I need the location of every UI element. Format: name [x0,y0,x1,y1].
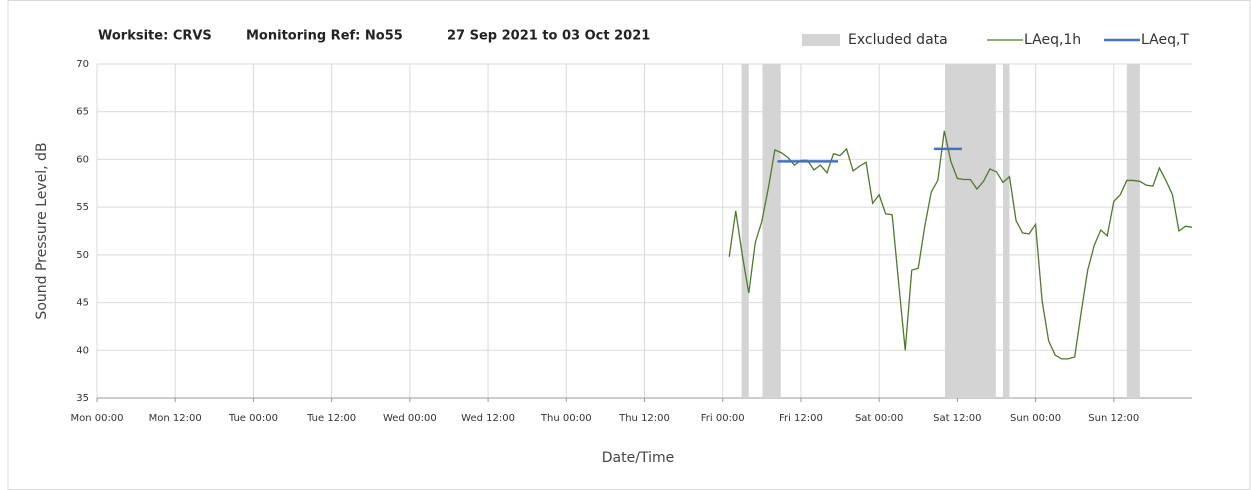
y-tick-label: 70 [76,59,89,70]
y-tick-label: 55 [76,202,89,213]
x-tick-label: Wed 00:00 [383,413,437,424]
x-tick-label: Sat 12:00 [933,413,981,424]
excluded-band [741,64,749,398]
y-tick-label: 45 [76,298,89,309]
legend-label: LAeq,T [1141,32,1189,48]
y-tick-label: 65 [76,107,89,118]
x-tick-label: Tue 00:00 [228,413,278,424]
x-tick-label: Fri 00:00 [701,413,745,424]
x-tick-label: Sun 00:00 [1010,413,1061,424]
x-tick-label: Thu 00:00 [540,413,592,424]
excluded-band [1002,64,1010,398]
legend-label: Excluded data [848,32,948,48]
excluded-band [944,64,996,398]
excluded-band [762,64,781,398]
y-axis-title: Sound Pressure Level, dB [34,142,50,319]
chart-title: 27 Sep 2021 to 03 Oct 2021 [447,29,650,44]
y-tick-label: 60 [76,154,89,165]
y-tick-label: 35 [76,393,89,404]
chart-title: Worksite: CRVS [98,29,212,44]
legend-label: LAeq,1h [1024,32,1081,48]
x-tick-label: Fri 12:00 [779,413,823,424]
x-tick-label: Sun 12:00 [1088,413,1139,424]
x-tick-label: Sat 00:00 [855,413,903,424]
y-tick-label: 40 [76,345,89,356]
x-tick-label: Thu 12:00 [618,413,670,424]
excluded-band [1126,64,1140,398]
chart-title: Monitoring Ref: No55 [246,29,403,44]
x-tick-label: Tue 12:00 [306,413,356,424]
x-axis-title: Date/Time [602,450,674,466]
legend-swatch [802,34,840,46]
x-tick-label: Mon 12:00 [149,413,202,424]
x-tick-label: Wed 12:00 [461,413,515,424]
y-tick-label: 50 [76,250,89,261]
x-tick-label: Mon 00:00 [70,413,123,424]
